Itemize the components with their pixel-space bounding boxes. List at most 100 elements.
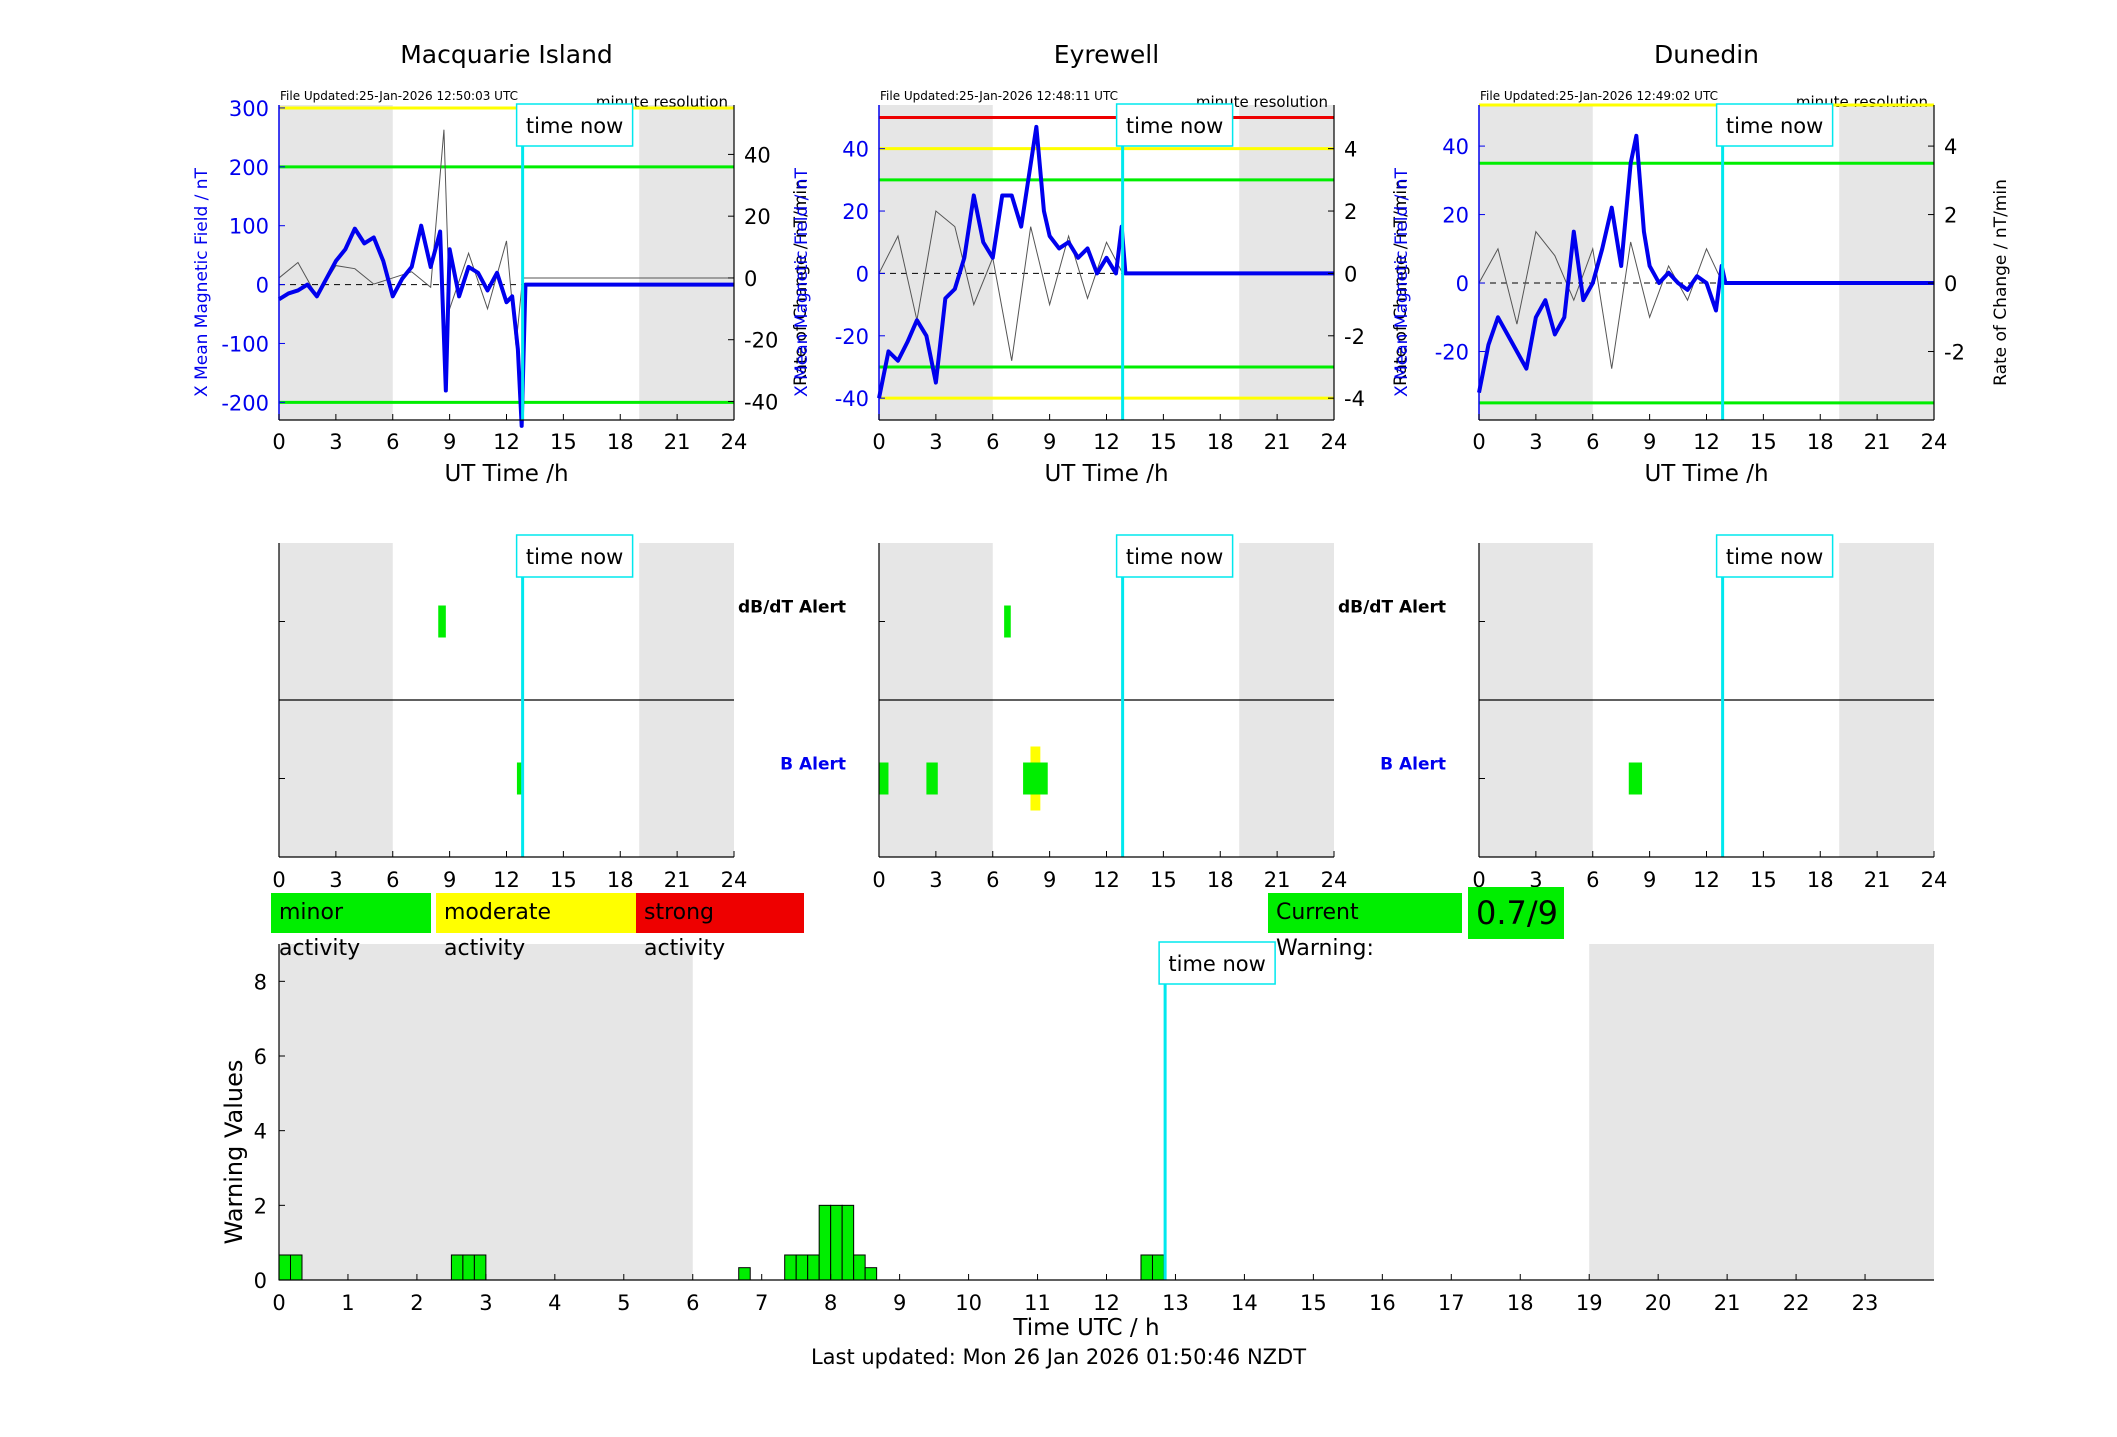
warning-bar [807, 1254, 820, 1281]
last-updated-footer: Last updated: Mon 26 Jan 2026 01:50:46 N… [810, 1345, 1307, 1369]
station-title: Eyrewell [1054, 40, 1159, 69]
night-shading [639, 105, 734, 420]
magnetic-field-series [277, 223, 734, 428]
y-left-tick-label: 40 [842, 138, 869, 162]
x-tick-label: 21 [1714, 1291, 1741, 1315]
x-tick-label: 3 [929, 430, 942, 454]
y-right-tick-label: 2 [1344, 200, 1357, 224]
warning-bar [830, 1204, 843, 1281]
x-tick-label: 24 [721, 430, 748, 454]
dbdt-alert-label: dB/dT Alert [738, 598, 846, 618]
x-tick-label: 6 [386, 868, 399, 892]
y-left-tick-label: 20 [1442, 204, 1469, 228]
x-tick-label: 0 [272, 1291, 285, 1315]
x-tick-label: 9 [1043, 430, 1056, 454]
x-tick-label: 15 [1150, 430, 1177, 454]
warning-bar [784, 1254, 797, 1281]
x-tick-label: 20 [1645, 1291, 1672, 1315]
b-alert-label: B Alert [1380, 755, 1446, 775]
x-tick-label: 0 [872, 430, 885, 454]
night-shading [1479, 105, 1593, 420]
station-panel: Eyrewell File Updated:25-Jan-2026 12:48:1… [792, 40, 1446, 892]
b-alert-bar [1628, 762, 1643, 795]
x-tick-label: 3 [329, 868, 342, 892]
station-panel: Dunedin File Updated:25-Jan-2026 12:49:02… [1392, 40, 2011, 892]
file-updated-text: File Updated:25-Jan-2026 12:50:03 UTC [280, 89, 518, 103]
file-updated-text: File Updated:25-Jan-2026 12:48:11 UTC [880, 89, 1118, 103]
x-tick-label: 10 [955, 1291, 982, 1315]
x-tick-label: 18 [1207, 868, 1234, 892]
time-now-box [1715, 534, 1834, 578]
night-shading [1239, 105, 1334, 420]
x-tick-label: 15 [550, 430, 577, 454]
x-tick-label: 18 [1207, 430, 1234, 454]
y-right-tick-label: 4 [1944, 135, 1957, 159]
y-right-tick-label: 40 [744, 143, 771, 167]
x-tick-label: 15 [1750, 868, 1777, 892]
x-tick-label: 21 [1864, 430, 1891, 454]
y-left-axis-label: X Mean Magnetic Field / nT [192, 167, 212, 397]
time-now-label: time now [1726, 545, 1823, 569]
y-left-tick-label: -200 [221, 391, 269, 415]
time-now-label: time now [1726, 114, 1823, 138]
x-tick-label: 6 [386, 430, 399, 454]
x-tick-label: 0 [272, 868, 285, 892]
y-left-tick-label: 300 [229, 97, 269, 121]
warning-bar [864, 1267, 878, 1281]
x-tick-label: 3 [929, 868, 942, 892]
night-shading [1839, 105, 1934, 420]
x-tick-label: 12 [493, 430, 520, 454]
y-right-tick-label: 4 [1344, 138, 1357, 162]
x-tick-label: 9 [443, 868, 456, 892]
warning-bar [818, 1204, 832, 1281]
x-tick-label: 12 [1093, 1291, 1120, 1315]
x-tick-label: 14 [1231, 1291, 1258, 1315]
x-tick-label: 24 [1321, 868, 1348, 892]
y-left-tick-label: 20 [842, 200, 869, 224]
time-now-label: time now [1168, 952, 1265, 976]
x-tick-label: 9 [1643, 868, 1656, 892]
y-right-tick-label: -20 [744, 329, 778, 353]
x-axis-label: UT Time /h [1644, 461, 1768, 487]
warning-bar [1140, 1254, 1153, 1281]
x-tick-label: 0 [872, 868, 885, 892]
x-tick-label: 11 [1024, 1291, 1051, 1315]
x-tick-label: 24 [1321, 430, 1348, 454]
x-tick-label: 9 [893, 1291, 906, 1315]
magnetic-field-series [877, 124, 1334, 399]
y-right-tick-label: 20 [744, 205, 771, 229]
x-tick-label: 6 [1586, 868, 1599, 892]
y-left-tick-label: 0 [1456, 272, 1469, 296]
time-now-box [1115, 103, 1234, 147]
x-tick-label: 18 [1807, 868, 1834, 892]
x-tick-label: 8 [824, 1291, 837, 1315]
time-now-label: time now [1126, 114, 1223, 138]
time-now-box [515, 103, 634, 147]
x-tick-label: 22 [1783, 1291, 1810, 1315]
magnetic-field-series [1477, 133, 1934, 393]
x-tick-label: 18 [607, 430, 634, 454]
y-right-tick-label: -2 [1944, 341, 1965, 365]
b-alert-bar [879, 762, 889, 795]
current-warning-label: Current Warning: [1268, 893, 1462, 961]
warning-bar [278, 1254, 291, 1281]
station-title: Dunedin [1654, 40, 1759, 69]
x-tick-label: 24 [721, 868, 748, 892]
x-tick-label: 15 [1150, 868, 1177, 892]
x-axis-label: Time UTC / h [1012, 1315, 1159, 1341]
warning-bar [738, 1267, 751, 1281]
x-tick-label: 9 [443, 430, 456, 454]
y-left-axis-label: X Mean Magnetic Field / nT [792, 167, 812, 397]
time-now-label: time now [526, 545, 623, 569]
x-tick-label: 15 [1750, 430, 1777, 454]
y-tick-label: 6 [254, 1045, 267, 1069]
x-tick-label: 12 [1093, 430, 1120, 454]
station-title: Macquarie Island [400, 40, 613, 69]
y-right-axis-label: Rate of Change / nT/min [1391, 179, 1411, 386]
warning-bar [841, 1204, 855, 1281]
x-tick-label: 23 [1852, 1291, 1879, 1315]
x-tick-label: 0 [1472, 430, 1485, 454]
x-tick-label: 9 [1043, 868, 1056, 892]
x-axis-label: UT Time /h [1044, 461, 1168, 487]
warning-bar [1151, 1254, 1165, 1281]
